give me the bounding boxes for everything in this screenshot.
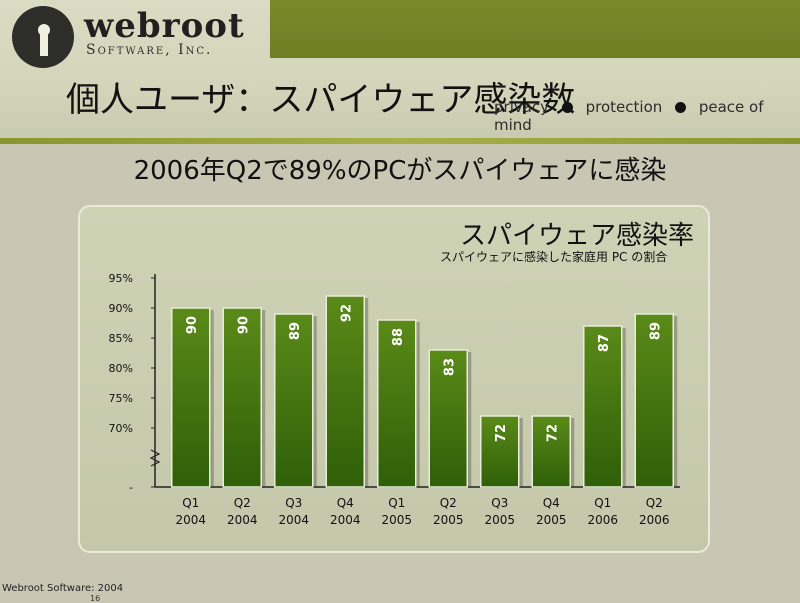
y-tick-label: 70%	[109, 422, 133, 435]
bar	[531, 415, 571, 488]
x-tick-label-year: 2005	[433, 513, 464, 527]
bar-value-label: 72	[494, 424, 509, 442]
x-tick-label-year: 2004	[278, 513, 309, 527]
bar	[480, 415, 520, 488]
footer-text: Webroot Software: 2004	[2, 583, 124, 594]
bar	[634, 313, 674, 488]
slide-title: 個人ユーザ：スパイウェア感染数	[66, 80, 576, 120]
tagline-privacy: privacy	[494, 98, 550, 116]
bar-value-label: 87	[597, 334, 612, 352]
tagline-protection: protection	[585, 98, 663, 116]
x-tick-label-year: 2004	[227, 513, 258, 527]
brand-subtitle: Software, Inc.	[86, 42, 213, 58]
bar-value-label: 88	[391, 328, 406, 346]
bar-value-label: 89	[648, 322, 663, 340]
y-tick-label: -	[129, 481, 133, 494]
y-tick-label: 75%	[109, 392, 133, 405]
bar-value-label: 72	[545, 424, 560, 442]
y-tick-label: 80%	[109, 362, 133, 375]
slide-headline: 2006年Q2で89%のPCがスパイウェアに感染	[133, 156, 667, 186]
x-tick-label-quarter: Q1	[594, 496, 611, 510]
x-tick-label-quarter: Q4	[337, 496, 354, 510]
x-tick-label-quarter: Q2	[440, 496, 457, 510]
bar-value-label: 92	[339, 304, 354, 322]
x-tick-label-year: 2005	[484, 513, 515, 527]
chart-title: スパイウェア感染率	[460, 221, 695, 251]
x-tick-label-year: 2005	[381, 513, 412, 527]
chart-subtitle: スパイウェアに感染した家庭用 PC の割合	[440, 250, 668, 264]
brand-name: webroot	[84, 6, 245, 46]
x-tick-label-quarter: Q1	[182, 496, 199, 510]
bar	[171, 307, 211, 488]
x-tick-label-quarter: Q4	[543, 496, 560, 510]
bar-value-label: 90	[236, 316, 251, 334]
y-tick-label: 85%	[109, 332, 133, 345]
x-tick-label-year: 2004	[175, 513, 206, 527]
bar	[428, 349, 468, 488]
bullet-dot-icon	[675, 102, 687, 113]
x-tick-label-quarter: Q2	[646, 496, 663, 510]
keyhole-logo-icon	[12, 6, 74, 68]
y-tick-label: 95%	[109, 272, 133, 285]
bar	[583, 325, 623, 488]
footer-page-number: 16	[90, 594, 101, 603]
x-tick-label-quarter: Q1	[388, 496, 405, 510]
x-tick-label-year: 2005	[536, 513, 567, 527]
x-tick-label-year: 2006	[587, 513, 618, 527]
x-tick-label-quarter: Q2	[234, 496, 251, 510]
bar	[274, 313, 314, 488]
x-tick-label-quarter: Q3	[491, 496, 508, 510]
x-tick-label-year: 2006	[639, 513, 670, 527]
keyhole-slot	[40, 34, 48, 56]
bar	[222, 307, 262, 488]
keyhole-hole	[38, 24, 50, 36]
bar-value-label: 83	[442, 358, 457, 376]
bar-value-label: 89	[288, 322, 303, 340]
tagline-peace-of-mind: peace of mind	[494, 98, 764, 134]
tagline: privacy protection peace of mind	[494, 98, 800, 134]
bullet-dot-icon	[561, 102, 573, 113]
header-divider	[0, 138, 800, 144]
axis-break-icon	[149, 449, 161, 467]
header-olive-strip	[270, 0, 800, 58]
x-tick-label-year: 2004	[330, 513, 361, 527]
bar	[325, 295, 365, 488]
x-tick-label-quarter: Q3	[285, 496, 302, 510]
header-band	[0, 0, 800, 140]
bar	[377, 319, 417, 488]
bar-value-label: 90	[185, 316, 200, 334]
y-tick-label: 90%	[109, 302, 133, 315]
